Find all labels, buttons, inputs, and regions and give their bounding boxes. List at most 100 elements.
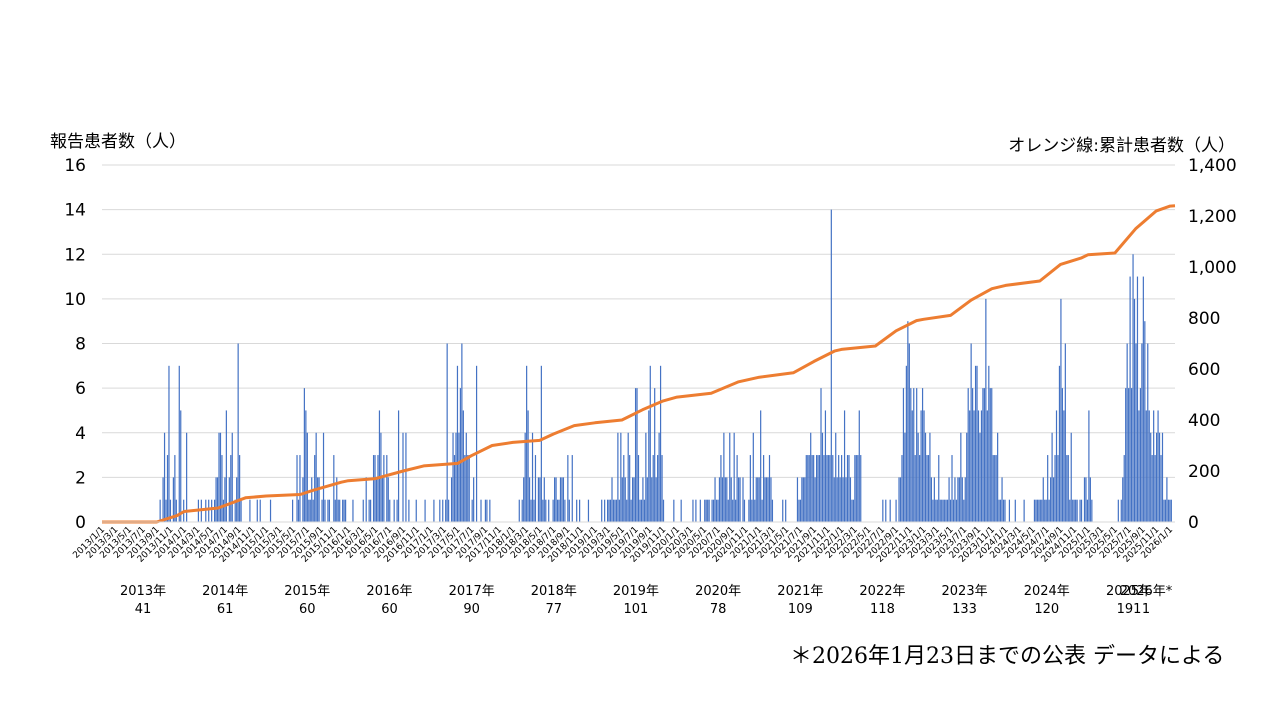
bar [1055,410,1058,522]
bar [405,432,407,522]
year-count: 41 [134,602,152,617]
bar [318,477,320,523]
bar [642,477,644,523]
bar [827,455,829,522]
bar [237,343,239,522]
bar [556,499,559,522]
bar [386,455,388,522]
bar [723,432,725,522]
bar [1167,499,1169,522]
bar [726,477,728,523]
y2-tick-label: 0 [1188,513,1199,533]
bar [1164,499,1167,522]
year-label: 2022年 [859,584,906,599]
bar [378,410,381,522]
bar [817,455,819,522]
bar [604,499,606,522]
bar [695,499,697,522]
bar [1054,455,1056,522]
bar [944,499,946,522]
bar [375,477,378,523]
bar [927,455,930,522]
bar [1136,276,1139,522]
bar [662,499,665,522]
bar [1041,499,1043,522]
bar [770,477,772,523]
bar [977,410,980,522]
bar [269,499,272,522]
bar [714,477,716,523]
bar [352,499,354,522]
bar [1158,432,1161,522]
bar [824,410,827,522]
bar [720,455,722,522]
bar [889,499,891,522]
bar [368,499,370,522]
bar [627,432,629,522]
bar [964,477,966,523]
bar [907,321,909,522]
bar [1060,298,1062,523]
bar [916,388,918,523]
y-tick-label: 6 [75,379,86,399]
year-count: 90 [463,602,480,617]
bar [648,410,650,522]
bar [932,499,934,522]
bar [1063,410,1065,522]
bar [986,410,988,522]
year-label: 2020年 [695,584,742,599]
y-tick-label: 12 [64,245,86,265]
bar [699,499,701,522]
bar [935,499,937,522]
bar [957,477,959,523]
bar [571,455,573,522]
bar [895,499,897,522]
bar [988,365,990,522]
bar [1070,432,1072,522]
bar [433,499,435,522]
bar [1150,432,1152,522]
bar [1139,388,1142,523]
bar [387,477,389,523]
bar [1052,477,1055,523]
year-label: 2025年 [1105,584,1153,599]
bar [624,477,626,523]
bar [1129,276,1131,522]
bar [739,477,741,523]
bar [230,455,232,522]
bar [851,499,853,522]
bar [832,455,834,522]
bar [852,499,854,522]
bar [1147,343,1149,522]
bar [617,432,619,522]
bar [711,499,713,522]
year-total: 2014年 61 [185,583,265,619]
bar [680,499,682,522]
year-label: 2024年 [1023,584,1070,599]
bar [306,432,308,522]
bar [904,432,906,522]
bar [632,477,634,523]
bar [997,432,999,522]
y2-tick-label: 1,400 [1188,156,1237,176]
bar [908,343,910,522]
year-label: 2014年 [202,584,249,599]
bar [561,477,563,523]
bar [1169,499,1171,522]
bar [811,455,813,522]
bar [1073,499,1075,522]
bar [958,477,960,523]
bar [961,477,963,523]
bar [424,499,426,522]
bar [362,499,364,522]
bar [383,455,385,522]
bar [1079,499,1081,522]
bar [704,499,706,522]
bar [471,499,473,522]
y-tick-label: 4 [75,424,86,444]
bar [967,388,969,523]
bar [1069,499,1071,522]
y-tick-label: 16 [64,156,86,176]
bar [749,455,751,522]
